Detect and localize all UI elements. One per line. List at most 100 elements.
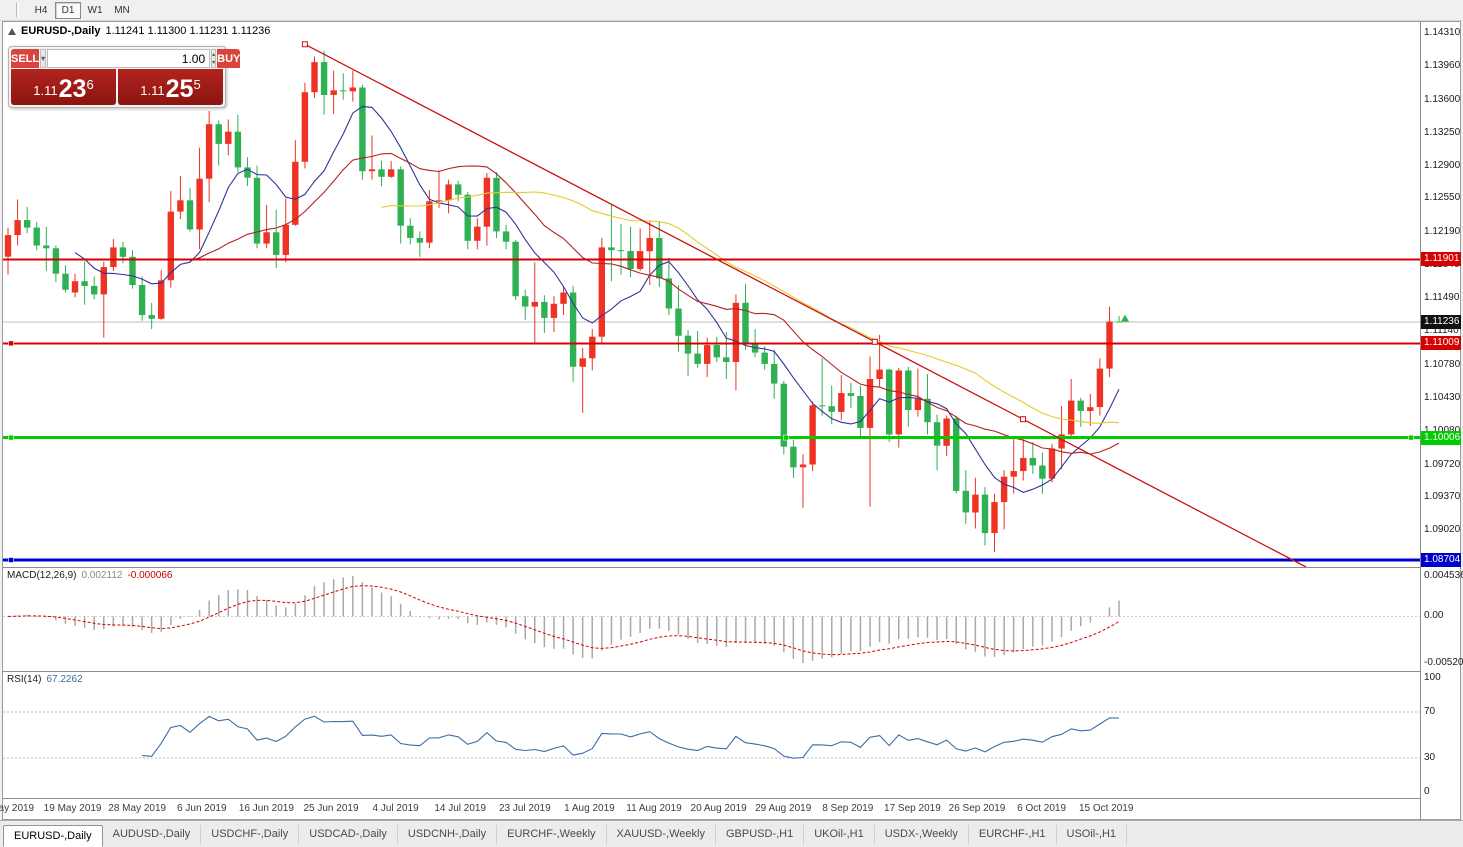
timeframe-button-d1[interactable]: D1 <box>55 1 81 19</box>
chart-tab-usdcad-daily[interactable]: USDCAD-,Daily <box>299 825 398 845</box>
price-axis-label: 1.10080 <box>1421 425 1461 437</box>
date-axis-label: 20 Aug 2019 <box>690 803 747 814</box>
date-axis[interactable]: 9 May 2019 19 May 2019 28 May 2019 6 Jun 20… <box>0 799 1420 819</box>
chart-tab-bar: EURUSD-,Daily AUDUSD-,Daily USDCHF-,Daily U… <box>0 820 1463 847</box>
one-click-collapse-icon[interactable] <box>8 27 16 35</box>
current-price-badge: 1.11236 <box>1421 314 1461 329</box>
price-axis[interactable]: 100 70 30 0 1.14310 1.13960 1.13600 1.13250 1.12… <box>1420 22 1463 819</box>
date-axis-label: 17 Sep 2019 <box>884 803 941 814</box>
rsi-panel[interactable]: RSI(14) 67.2262 <box>3 672 1420 798</box>
panel-separator[interactable] <box>3 671 1460 672</box>
sell-price-prefix: 1.11 <box>33 83 58 98</box>
chart-tab-usdcnh-daily[interactable]: USDCNH-,Daily <box>398 825 498 845</box>
date-axis-label: 8 Sep 2019 <box>822 803 874 814</box>
price-axis-label: 1.13600 <box>1424 93 1461 105</box>
chart-tab-eurchf-weekly[interactable]: EURCHF-,Weekly <box>497 825 607 845</box>
chart-title: EURUSD-,Daily 1.11241 1.11300 1.11231 1.… <box>8 25 270 37</box>
sell-price-main: 23 <box>58 75 87 103</box>
price-axis-label: 1.10780 <box>1424 358 1461 370</box>
rsi-axis-label: 100 <box>1424 672 1441 683</box>
macd-panel[interactable]: MACD(12,26,9) 0.002112 -0.000066 <box>3 568 1420 671</box>
chart-tab-usdchf-daily[interactable]: USDCHF-,Daily <box>201 825 300 845</box>
buy-button[interactable]: BUY <box>217 49 241 68</box>
macd-axis-label: -0.005205 <box>1424 657 1463 668</box>
chart-ohlc-values: 1.11241 1.11300 1.11231 1.11236 <box>105 25 271 37</box>
date-axis-label: 19 May 2019 <box>43 803 102 814</box>
buy-price-pipette: 5 <box>193 77 201 92</box>
timeframe-button-h4[interactable]: H4 <box>34 4 48 16</box>
volume-dropdown-icon[interactable]: ▾ <box>40 49 47 68</box>
sell-price-pipette: 6 <box>86 77 94 92</box>
date-axis-label: 15 Oct 2019 <box>1078 803 1134 814</box>
price-axis-label: 1.12550 <box>1424 192 1461 204</box>
chart-tab-eurusd-daily[interactable]: EURUSD-,Daily <box>3 825 103 847</box>
date-axis-label: 9 May 2019 <box>0 803 35 814</box>
price-axis-label: 1.09720 <box>1424 458 1461 470</box>
rsi-label: RSI(14) 67.2262 <box>7 674 83 685</box>
level-price-badge: 1.11009 <box>1421 336 1461 351</box>
date-axis-label: 16 Jun 2019 <box>238 803 294 814</box>
timeframe-buttons: H4 D1 W1 MN <box>28 1 136 19</box>
price-axis-label: 1.10430 <box>1424 391 1461 403</box>
main-chart-canvas[interactable]: EURUSD-,Daily 1.11241 1.11300 1.11231 1.… <box>3 22 1420 567</box>
price-axis-label: 1.09370 <box>1424 491 1461 503</box>
price-axis-label: 1.11140 <box>1424 325 1459 337</box>
stepper-down-icon[interactable]: ▾ <box>212 60 216 67</box>
volume-stepper[interactable]: ▴ ▾ <box>211 49 217 68</box>
macd-axis-label: 0.004536 <box>1424 570 1463 581</box>
level-price-badge: 1.08704 <box>1421 553 1461 568</box>
candlestick-chart[interactable] <box>3 22 1420 567</box>
buy-price-main: 25 <box>165 75 194 103</box>
macd-main-value: 0.002112 <box>81 570 123 581</box>
sell-price-button[interactable]: 1.11 23 6 <box>11 69 116 105</box>
panel-separator <box>3 798 1460 799</box>
date-axis-label: 23 Jul 2019 <box>498 803 551 814</box>
sell-button[interactable]: SELL <box>11 49 40 68</box>
chart-window: EURUSD-,Daily 1.11241 1.11300 1.11231 1.… <box>0 21 1463 820</box>
date-axis-label: 14 Jul 2019 <box>434 803 487 814</box>
date-axis-label: 1 Aug 2019 <box>564 803 615 814</box>
macd-chart[interactable] <box>3 568 1420 671</box>
price-axis-label: 1.14310 <box>1424 26 1461 38</box>
price-axis-label: 1.13960 <box>1424 59 1461 71</box>
timeframe-button-mn[interactable]: MN <box>114 4 130 16</box>
price-axis-label: 1.13250 <box>1424 126 1461 138</box>
volume-input[interactable] <box>47 49 211 68</box>
price-axis-label: 1.11490 <box>1424 292 1460 304</box>
panel-separator[interactable] <box>3 567 1460 568</box>
rsi-axis-label: 0 <box>1424 786 1430 797</box>
chart-tab-usoil-h1[interactable]: USOil-,H1 <box>1057 825 1128 845</box>
date-axis-label: 6 Oct 2019 <box>1017 803 1067 814</box>
rsi-axis-label: 30 <box>1424 751 1436 763</box>
chart-tab-ukoil-h1[interactable]: UKOil-,H1 <box>804 825 875 845</box>
rsi-axis-label: 70 <box>1424 706 1436 718</box>
date-axis-label: 4 Jul 2019 <box>372 803 419 814</box>
date-axis-label: 25 Jun 2019 <box>303 803 359 814</box>
rsi-value: 67.2262 <box>46 674 83 685</box>
macd-signal-value: -0.000066 <box>127 570 173 581</box>
date-axis-label: 26 Sep 2019 <box>948 803 1006 814</box>
level-price-badge: 1.11901 <box>1421 252 1461 267</box>
chart-tab-eurchf-h1[interactable]: EURCHF-,H1 <box>969 825 1057 845</box>
price-axis-label: 1.12900 <box>1424 159 1461 171</box>
chart-tab-usdx-weekly[interactable]: USDX-,Weekly <box>875 825 969 845</box>
chart-tab-gbpusd-h1[interactable]: GBPUSD-,H1 <box>716 825 805 845</box>
date-axis-label: 29 Aug 2019 <box>755 803 812 814</box>
timeframe-toolbar: H4 D1 W1 MN <box>0 0 1463 21</box>
stepper-up-icon[interactable]: ▴ <box>212 51 216 58</box>
chart-symbol-label: EURUSD-,Daily <box>21 25 101 37</box>
buy-price-prefix: 1.11 <box>140 83 165 98</box>
macd-label: MACD(12,26,9) 0.002112 -0.000066 <box>7 570 173 581</box>
chart-tab-xauusd-weekly[interactable]: XAUUSD-,Weekly <box>607 825 716 845</box>
price-axis-label: 1.12190 <box>1424 226 1461 238</box>
date-axis-label: 11 Aug 2019 <box>626 803 682 814</box>
timeframe-button-w1[interactable]: W1 <box>87 4 103 16</box>
chart-tab-audusd-daily[interactable]: AUDUSD-,Daily <box>103 825 202 845</box>
date-axis-label: 6 Jun 2019 <box>177 803 227 814</box>
rsi-chart[interactable] <box>3 672 1420 798</box>
macd-axis-label: 0.00 <box>1424 610 1444 622</box>
buy-price-button[interactable]: 1.11 25 5 <box>118 69 223 105</box>
level-price-badge: 1.10006 <box>1421 430 1461 445</box>
date-axis-label: 28 May 2019 <box>108 803 167 814</box>
